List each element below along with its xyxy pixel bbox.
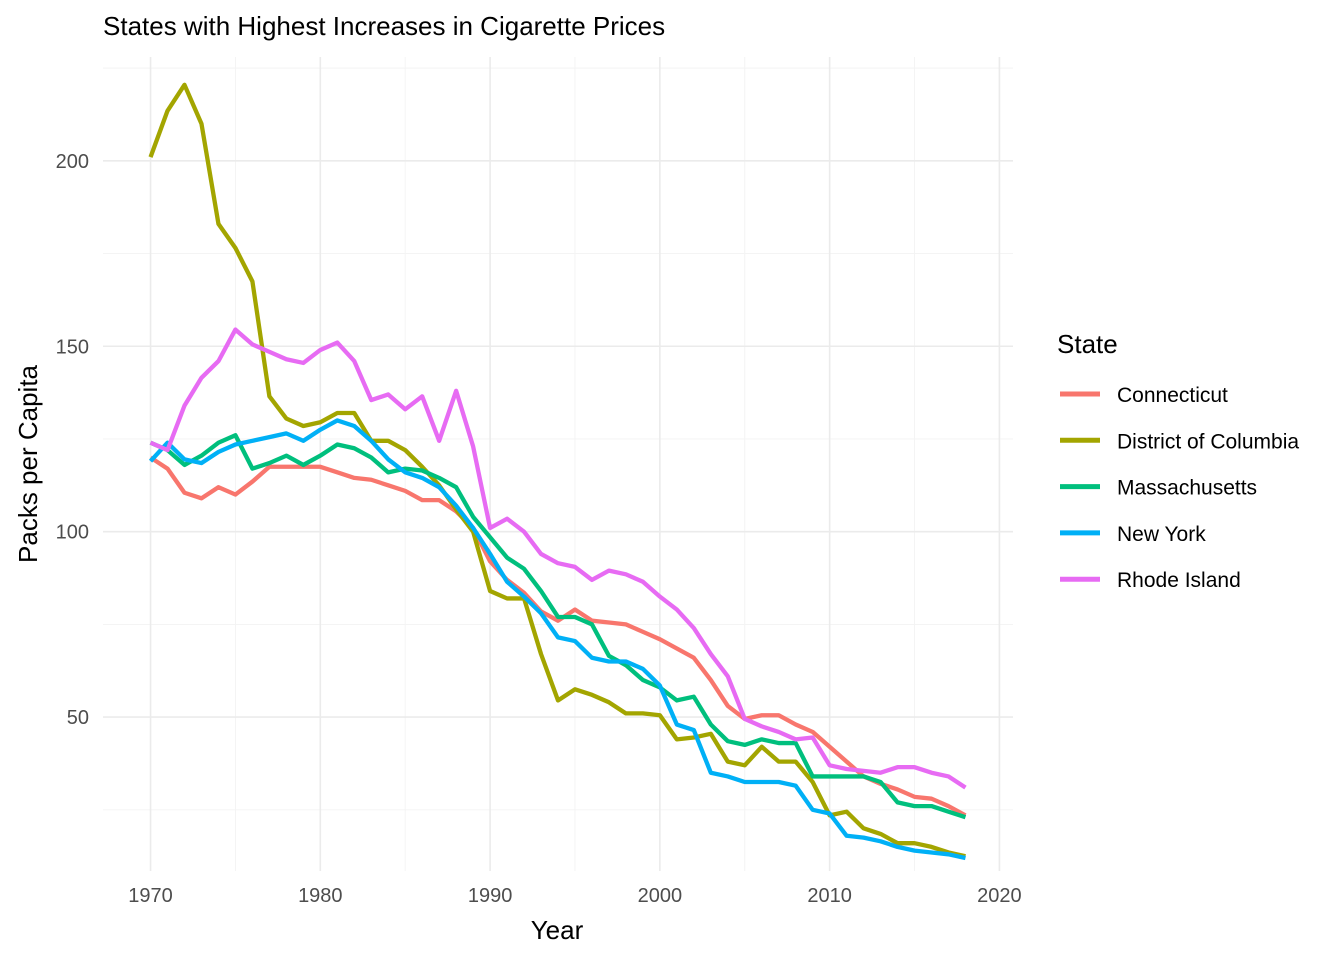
y-tick-label: 200: [56, 151, 89, 173]
y-axis-tick-labels: 50 100 150 200: [56, 151, 89, 729]
series-line-new-york: [148, 418, 966, 861]
legend-label-district-of-columbia: District of Columbia: [1117, 430, 1299, 453]
series-lines: [148, 82, 967, 861]
x-tick-label: 1980: [298, 885, 343, 907]
y-tick-label: 150: [56, 336, 89, 358]
x-tick-label: 1990: [468, 885, 513, 907]
x-axis-tick-labels: 1970 1980 1990 2000 2010 2020: [128, 885, 1021, 907]
legend-label-massachusetts: Massachusetts: [1117, 477, 1257, 500]
legend-item-district-of-columbia: District of Columbia: [1060, 430, 1299, 453]
legend-item-massachusetts: Massachusetts: [1060, 477, 1257, 500]
series-line-district-of-columbia: [148, 82, 966, 859]
x-tick-label: 2010: [807, 885, 852, 907]
legend-items: Connecticut District of Columbia Massachus…: [1060, 384, 1299, 592]
x-tick-label: 1970: [128, 885, 173, 907]
x-tick-label: 2000: [638, 885, 683, 907]
legend-item-connecticut: Connecticut: [1060, 384, 1228, 407]
y-axis-title: Packs per Capita: [13, 364, 43, 563]
major-gridlines: [103, 57, 1013, 871]
series-line-rhode-island: [149, 327, 967, 790]
chart-title: States with Highest Increases in Cigaret…: [103, 11, 665, 41]
series-line-connecticut: [149, 455, 967, 818]
legend-label-rhode-island: Rhode Island: [1117, 569, 1241, 592]
legend-item-new-york: New York: [1060, 523, 1206, 546]
legend-item-rhode-island: Rhode Island: [1060, 569, 1241, 592]
legend-label-new-york: New York: [1117, 523, 1206, 546]
legend: State Connecticut District of Columbia Mas…: [1057, 329, 1299, 592]
y-tick-label: 50: [67, 707, 89, 729]
series-line-massachusetts: [149, 433, 967, 820]
x-tick-label: 2020: [977, 885, 1022, 907]
y-tick-label: 100: [56, 522, 89, 544]
minor-gridlines: [103, 57, 1013, 871]
x-axis-title: Year: [531, 915, 584, 945]
legend-title: State: [1057, 329, 1118, 359]
legend-label-connecticut: Connecticut: [1117, 384, 1228, 407]
